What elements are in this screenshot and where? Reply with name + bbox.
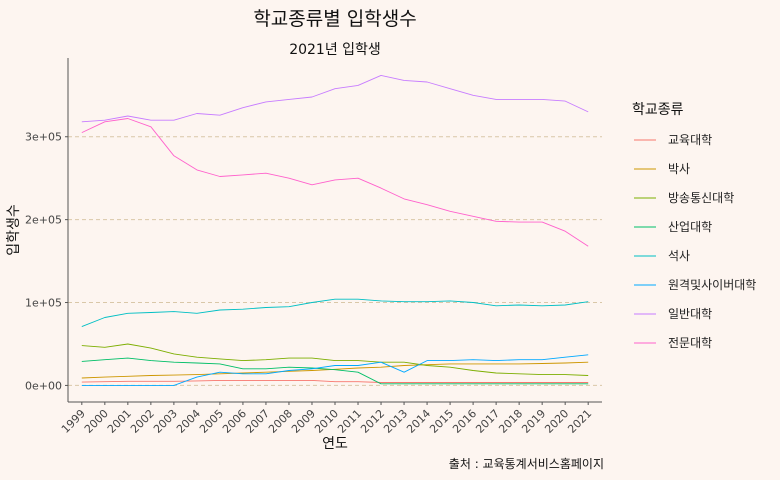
legend-label: 방송통신대학 — [668, 191, 734, 205]
legend-label: 전문대학 — [668, 336, 712, 350]
y-tick-labels: 0e+00 1e+05 2e+05 3e+05 — [25, 131, 68, 392]
series-lines — [81, 74, 589, 386]
series-line — [81, 354, 589, 386]
y-axis-label: 입학생수 — [6, 204, 22, 256]
series-line — [81, 74, 589, 123]
chart-caption: 출처 : 교육통계서비스홈페이지 — [449, 457, 604, 471]
legend-label: 일반대학 — [668, 307, 712, 321]
chart-title: 학교종류별 입학생수 — [253, 8, 416, 30]
legend-title: 학교종류 — [632, 102, 684, 118]
legend-label: 원격및사이버대학 — [668, 278, 756, 292]
y-tick-label: 1e+05 — [25, 297, 62, 310]
legend-label: 산업대학 — [668, 220, 712, 234]
series-line — [81, 118, 589, 247]
series-line — [81, 357, 589, 385]
series-line — [81, 343, 589, 376]
series-line — [81, 379, 589, 383]
grid-lines — [68, 136, 602, 386]
chart-subtitle: 2021년 입학생 — [289, 42, 381, 58]
legend-label: 교육대학 — [668, 133, 712, 147]
legend-label: 박사 — [668, 162, 690, 176]
y-tick-label: 3e+05 — [25, 131, 62, 144]
y-tick-label: 2e+05 — [25, 214, 62, 227]
x-axis-label: 연도 — [322, 436, 348, 452]
series-line — [81, 298, 589, 328]
y-tick-label: 0e+00 — [25, 379, 62, 392]
legend-label: 석사 — [668, 249, 690, 263]
